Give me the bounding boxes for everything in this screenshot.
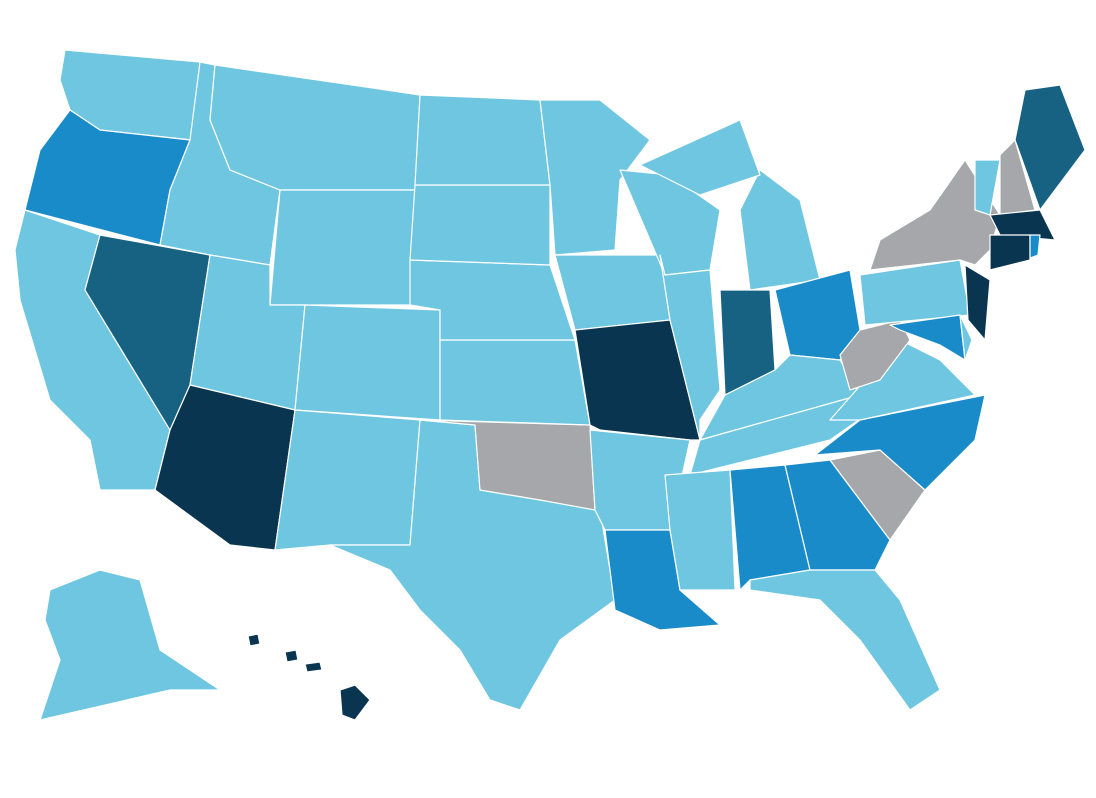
states bbox=[14, 49, 1086, 721]
state bbox=[1029, 234, 1041, 259]
state bbox=[989, 234, 1031, 271]
state bbox=[989, 209, 1056, 241]
state bbox=[269, 189, 416, 306]
state bbox=[659, 254, 721, 441]
state bbox=[839, 319, 911, 391]
state bbox=[974, 159, 1001, 216]
state bbox=[964, 264, 991, 341]
state bbox=[639, 119, 761, 196]
state bbox=[784, 459, 891, 571]
state bbox=[414, 94, 551, 186]
state bbox=[739, 169, 821, 291]
state bbox=[889, 314, 966, 361]
state bbox=[554, 254, 671, 331]
state bbox=[39, 569, 221, 721]
state bbox=[749, 569, 941, 711]
state bbox=[339, 684, 371, 721]
state bbox=[409, 184, 551, 266]
state bbox=[689, 394, 881, 476]
state bbox=[284, 649, 299, 663]
state bbox=[1014, 84, 1086, 211]
state bbox=[539, 99, 651, 256]
state bbox=[247, 633, 261, 647]
state bbox=[304, 661, 323, 673]
state bbox=[209, 64, 421, 191]
state bbox=[959, 314, 973, 361]
state bbox=[274, 409, 421, 551]
state bbox=[439, 339, 591, 426]
state bbox=[294, 304, 441, 421]
